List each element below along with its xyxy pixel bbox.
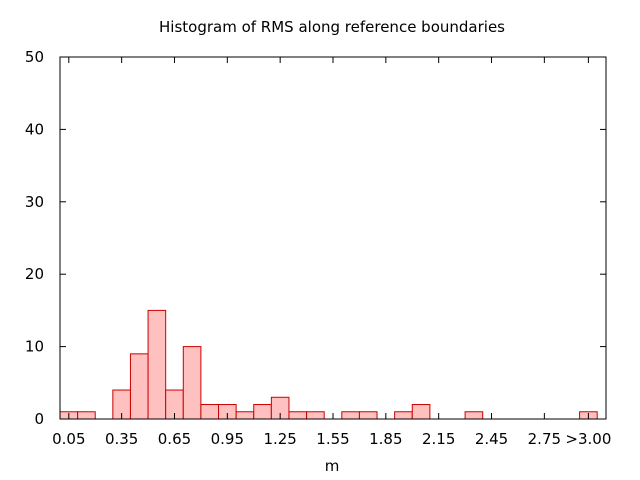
x-tick-label: 1.25	[263, 430, 296, 448]
histogram-bar	[129, 353, 149, 420]
x-axis-label: m	[325, 457, 340, 475]
x-tick-label: 1.85	[369, 430, 402, 448]
histogram-bar	[200, 404, 220, 420]
bars-group	[59, 309, 598, 420]
x-tick-label: 1.55	[316, 430, 349, 448]
y-tick-label: 30	[25, 193, 44, 211]
histogram-bar	[253, 404, 272, 420]
histogram-bar	[235, 411, 255, 420]
histogram-bar	[341, 411, 360, 420]
histogram-bar	[464, 411, 484, 420]
x-axis: 0.05 0.35 0.65 0.95 1.25 1.55 1.85 2.15 2.45 2.75…	[52, 57, 611, 448]
x-tick-label: 0.05	[52, 430, 85, 448]
histogram-bar	[288, 411, 308, 420]
histogram-bar	[77, 411, 96, 420]
histogram-bar	[147, 309, 167, 420]
x-tick-label: 2.45	[475, 430, 508, 448]
histogram-bar	[306, 411, 325, 420]
chart-title: Histogram of RMS along reference boundar…	[159, 18, 505, 36]
x-tick-label: 0.35	[105, 430, 138, 448]
x-tick-label: 0.95	[211, 430, 244, 448]
y-axis: 0 10 20 30 40 50	[25, 48, 606, 428]
y-tick-label: 40	[25, 120, 44, 138]
x-tick-label: 2.15	[422, 430, 455, 448]
x-tick-label: 2.75	[528, 430, 561, 448]
histogram-bar	[394, 411, 413, 420]
y-tick-label: 50	[25, 48, 44, 66]
y-tick-label: 20	[25, 265, 44, 283]
histogram-bar	[411, 404, 431, 420]
y-tick-label: 0	[34, 410, 44, 428]
histogram-bar	[182, 346, 202, 420]
x-tick-label: >3.00	[565, 430, 611, 448]
histogram-bar	[358, 411, 378, 420]
x-tick-label: 0.65	[158, 430, 191, 448]
y-tick-label: 10	[25, 338, 44, 356]
